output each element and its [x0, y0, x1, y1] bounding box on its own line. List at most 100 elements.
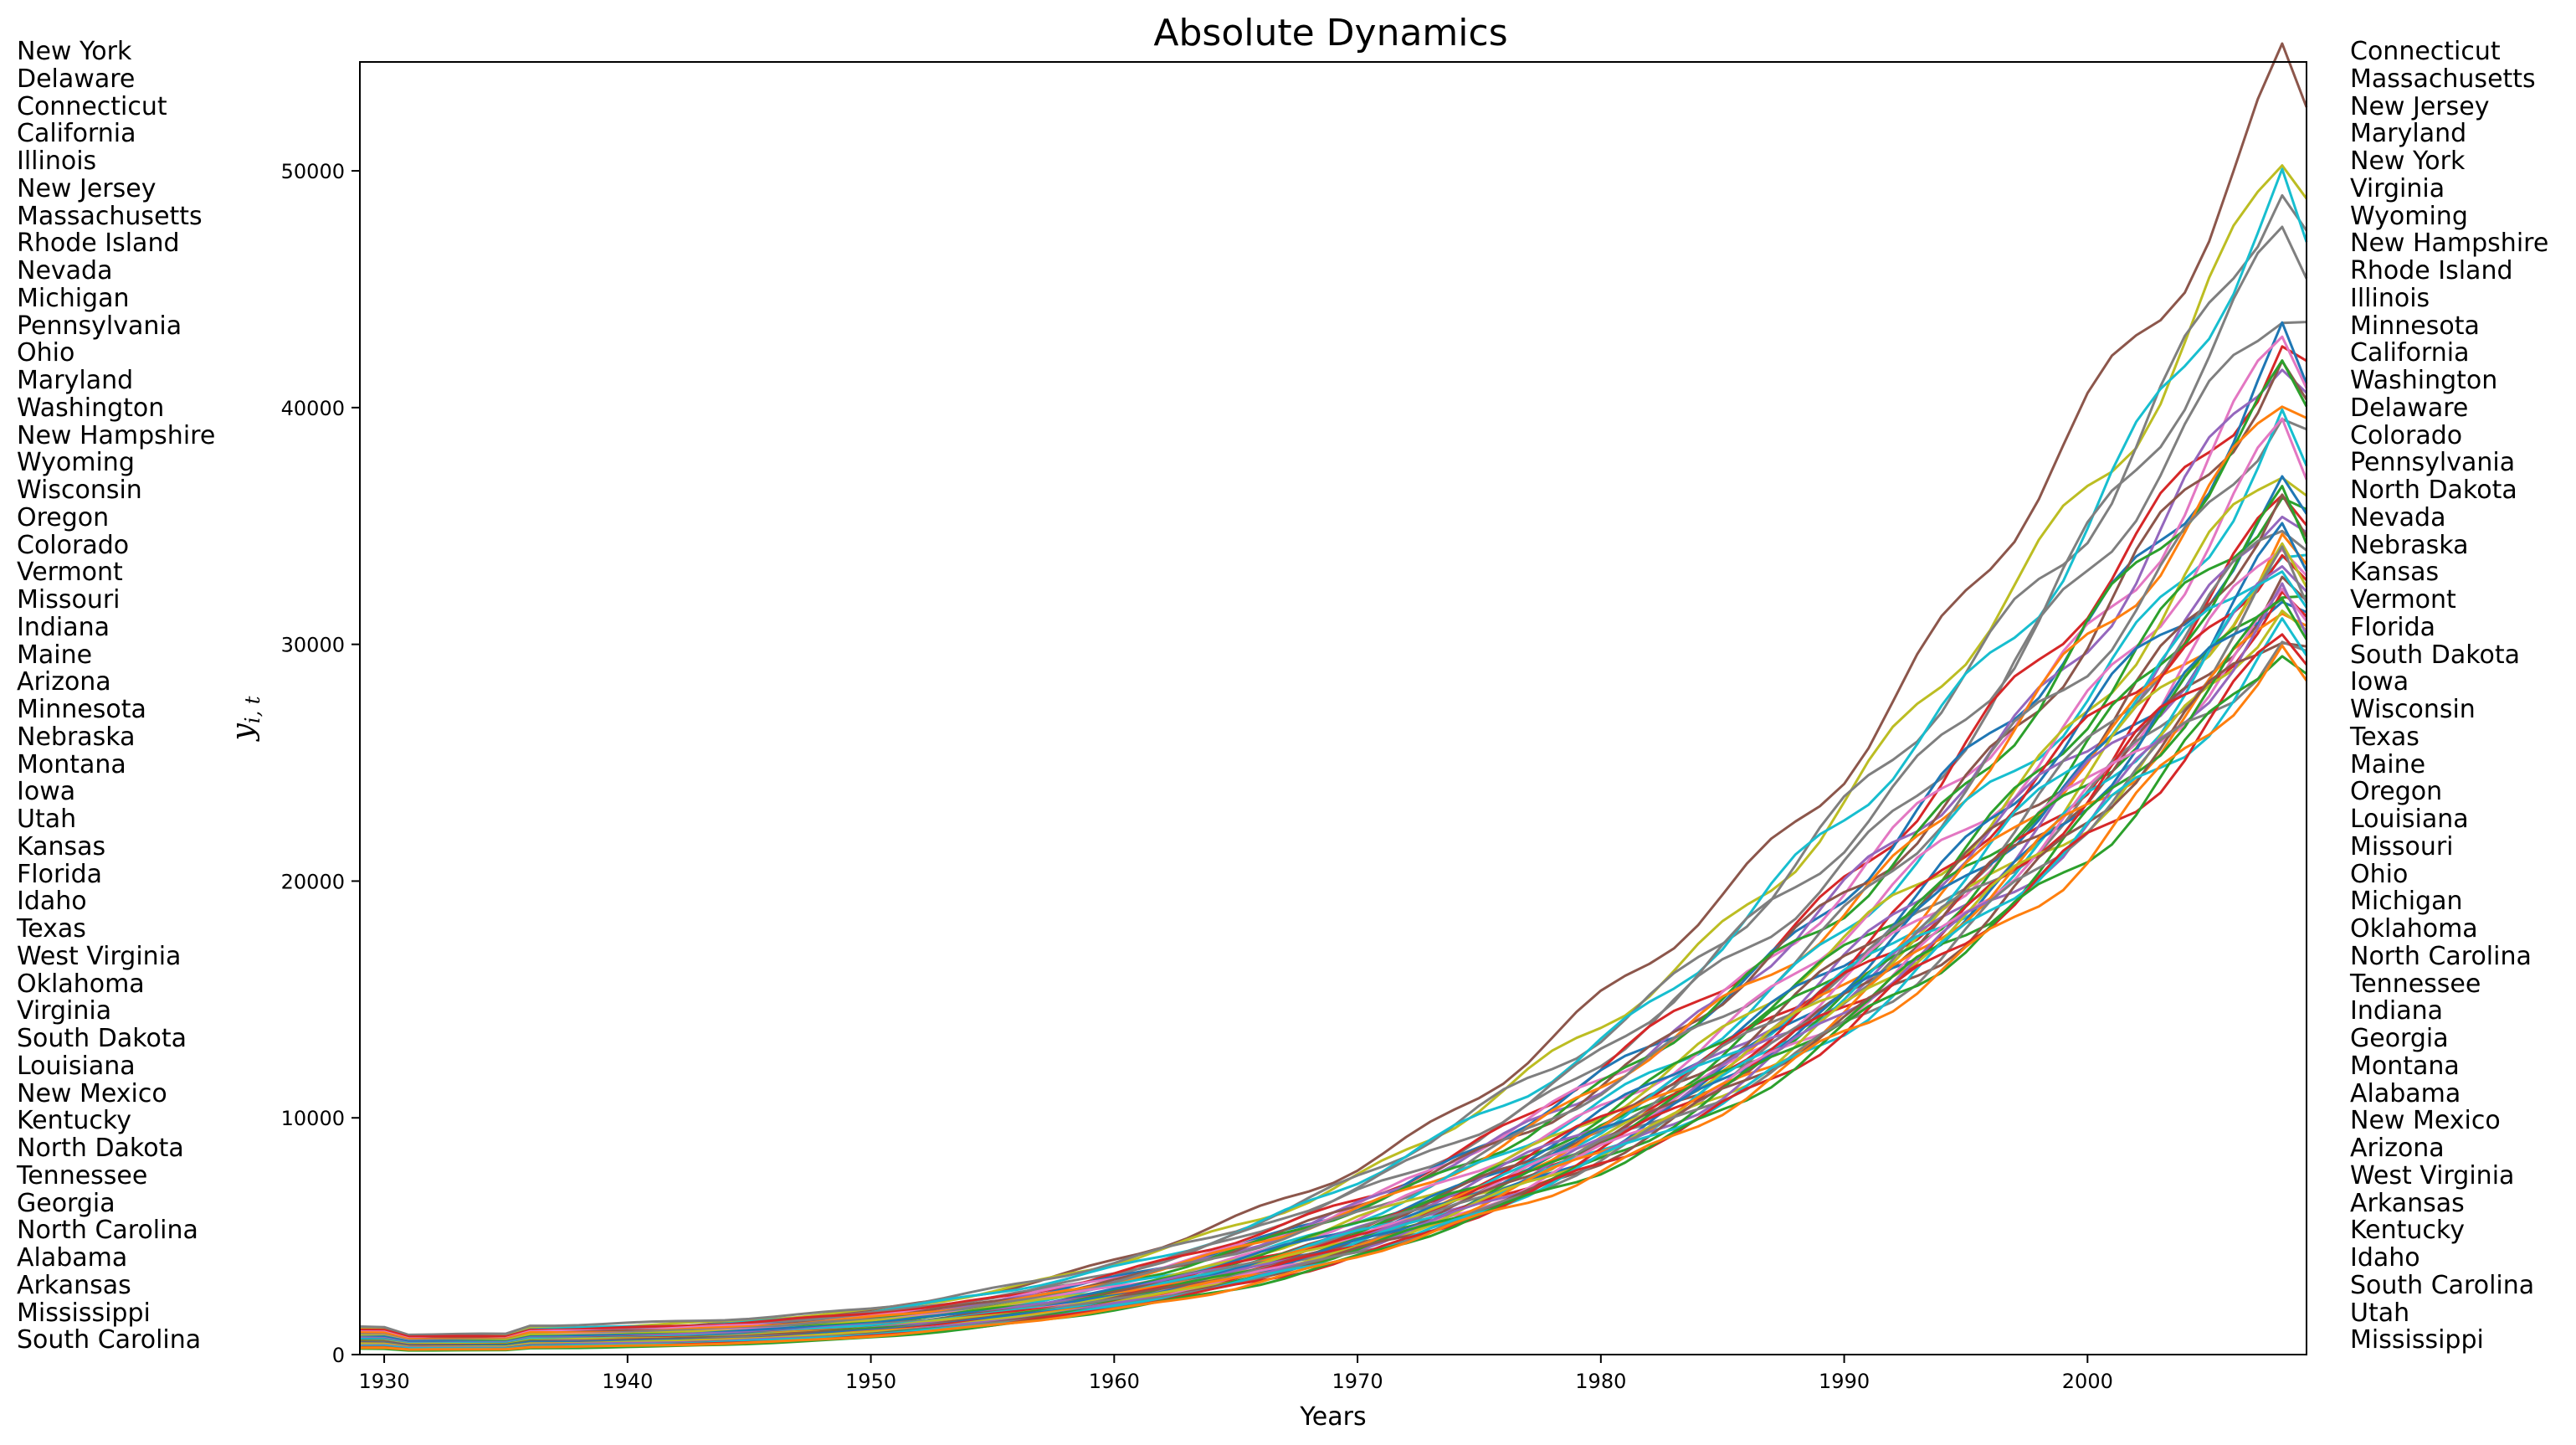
x-tick-label: 2000 [2062, 1370, 2113, 1393]
x-tick-label: 1970 [1332, 1370, 1383, 1393]
series-line [359, 164, 2308, 1338]
end-rank-item: Illinois [2350, 283, 2430, 313]
end-rank-item: Indiana [2350, 996, 2444, 1026]
end-rank-item: Virginia [2350, 173, 2445, 203]
end-rank-item: Mississippi [2350, 1325, 2484, 1355]
end-rank-item: North Dakota [2350, 476, 2517, 505]
end-rank-item: Iowa [2350, 667, 2409, 697]
start-rank-item: Michigan [17, 283, 130, 313]
series-line [359, 418, 2307, 1342]
start-rank-item: New York [17, 37, 132, 66]
start-rank-item: Illinois [17, 147, 97, 176]
start-rank-item: Georgia [17, 1188, 115, 1218]
end-rank-item: Massachusetts [2350, 64, 2536, 94]
end-rank-item: Vermont [2350, 585, 2456, 615]
start-rank-item: Oklahoma [17, 969, 145, 999]
start-rank-item: South Carolina [17, 1325, 202, 1355]
end-rank-item: New Mexico [2350, 1106, 2501, 1136]
y-tick-label: 10000 [281, 1107, 345, 1130]
start-rank-item: Oregon [17, 502, 110, 532]
start-rank-item: Pennsylvania [17, 311, 182, 341]
axes: 1930 1940 1950 1960 1970 1980 1990 200001000020… [281, 160, 2113, 1393]
end-rank-item: West Virginia [2350, 1160, 2515, 1190]
start-rank-item: Louisiana [17, 1051, 136, 1081]
y-tick-label: 30000 [281, 634, 345, 657]
end-rank-item: Nevada [2350, 502, 2446, 532]
plot-frame [359, 61, 2307, 1355]
end-rank-item: Oregon [2350, 777, 2443, 807]
x-axis-label: Years [1299, 1402, 1366, 1432]
end-rank-item: Maryland [2350, 119, 2467, 149]
series-line [359, 345, 2307, 1339]
x-tick-label: 1980 [1575, 1370, 1626, 1393]
end-rank-item: Utah [2350, 1298, 2410, 1328]
end-rank-item: Montana [2350, 1051, 2460, 1081]
series-lines [359, 42, 2308, 1352]
end-rank-item: Minnesota [2350, 311, 2480, 341]
series-line [359, 167, 2308, 1339]
start-rank-item: Iowa [17, 777, 76, 807]
start-rank-item: California [17, 119, 136, 149]
x-tick-label: 1930 [359, 1370, 410, 1393]
x-tick-label: 1950 [845, 1370, 896, 1393]
start-rank-item: Florida [17, 859, 103, 889]
end-rank-item: Oklahoma [2350, 914, 2478, 944]
series-line [359, 553, 2307, 1345]
start-rank-list: New York Delaware Connecticut California Ill… [17, 37, 215, 1355]
x-tick-label: 1940 [602, 1370, 653, 1393]
end-rank-item: Wyoming [2350, 201, 2468, 231]
end-rank-item: Nebraska [2350, 530, 2469, 560]
chart-title: Absolute Dynamics [1153, 12, 1507, 54]
end-rank-item: Washington [2350, 366, 2498, 395]
end-rank-item: Florida [2350, 612, 2436, 642]
start-rank-item: Arkansas [17, 1270, 131, 1300]
start-rank-item: Maryland [17, 366, 134, 395]
start-rank-item: Wyoming [17, 448, 135, 478]
start-rank-item: Tennessee [17, 1160, 148, 1190]
x-tick-label: 1990 [1819, 1370, 1870, 1393]
end-rank-list: Connecticut Massachusetts New Jersey Maryla… [2350, 37, 2548, 1355]
end-rank-item: South Carolina [2350, 1270, 2535, 1300]
end-rank-item: Delaware [2350, 393, 2469, 423]
series-line [359, 496, 2307, 1344]
start-rank-item: Texas [17, 914, 86, 944]
start-rank-item: Nebraska [17, 722, 136, 752]
start-rank-item: New Jersey [17, 173, 157, 203]
series-line [359, 594, 2307, 1347]
start-rank-item: Indiana [17, 612, 110, 642]
end-rank-item: Pennsylvania [2350, 448, 2516, 478]
start-rank-item: Alabama [17, 1243, 128, 1273]
series-line [359, 193, 2308, 1336]
start-rank-item: Massachusetts [17, 201, 203, 231]
start-rank-item: Missouri [17, 585, 121, 615]
start-rank-item: Vermont [17, 558, 123, 588]
end-rank-item: Wisconsin [2350, 695, 2476, 724]
series-line [359, 582, 2308, 1350]
end-rank-item: Connecticut [2350, 37, 2501, 66]
start-rank-item: Utah [17, 805, 77, 834]
start-rank-item: South Dakota [17, 1024, 187, 1053]
start-rank-item: Connecticut [17, 91, 167, 121]
end-rank-item: Tennessee [2350, 969, 2481, 999]
start-rank-item: Arizona [17, 667, 111, 697]
y-axis-label: yi, t [226, 696, 264, 742]
start-rank-item: Delaware [17, 64, 136, 94]
start-rank-item: Mississippi [17, 1298, 151, 1328]
start-rank-item: Colorado [17, 530, 130, 560]
end-rank-item: Idaho [2350, 1243, 2420, 1273]
end-rank-item: Louisiana [2350, 805, 2469, 834]
series-line [359, 532, 2308, 1346]
start-rank-item: North Carolina [17, 1216, 198, 1246]
start-rank-item: Montana [17, 749, 126, 779]
y-tick-label: 50000 [281, 160, 345, 183]
end-rank-item: Michigan [2350, 887, 2463, 917]
start-rank-item: West Virginia [17, 941, 182, 971]
end-rank-item: Alabama [2350, 1078, 2461, 1108]
y-tick-label: 20000 [281, 870, 345, 893]
end-rank-item: Maine [2350, 749, 2426, 779]
y-tick-label: 40000 [281, 397, 345, 420]
end-rank-item: New York [2350, 147, 2466, 176]
end-rank-item: Kansas [2350, 558, 2440, 588]
start-rank-item: Rhode Island [17, 229, 180, 259]
